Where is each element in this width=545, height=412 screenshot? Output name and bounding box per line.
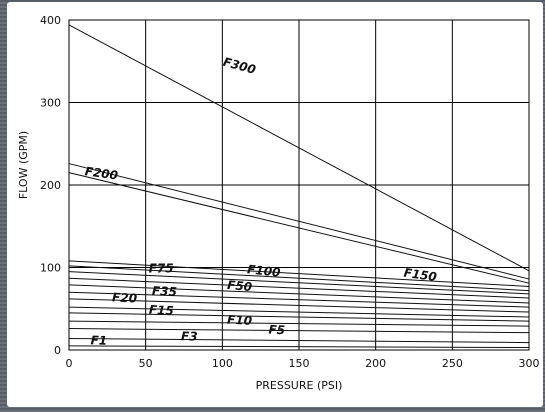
series-line-f100 [68,271,530,295]
series-label-f1: F1 [90,333,107,348]
grid [68,19,530,351]
series-label-f200: F200 [84,164,119,182]
series-line-f300 [68,24,530,272]
series-label-f5: F5 [268,323,285,338]
flow-pressure-chart: F300F200F150F100F75F50F35F20F15F10F5F3F1… [17,14,540,392]
x-tick-label: 200 [365,357,386,370]
series-line-f75 [68,277,530,299]
series-label-f150: F150 [403,266,438,284]
series-label-f3: F3 [181,329,198,344]
y-tick-label: 200 [40,179,61,192]
y-axis-title: FLOW (GPM) [17,131,30,199]
x-tick-label: 300 [519,357,540,370]
series-label-f15: F15 [149,303,175,318]
series-line-f1 [68,345,530,349]
x-tick-label: 100 [212,357,233,370]
series-lines [68,24,530,349]
series-line-f35 [68,291,530,308]
series-label-f35: F35 [152,284,178,299]
plot-border [68,19,530,351]
series-line-f3 [68,337,530,344]
series-line-f15 [68,312,530,322]
x-tick-label: 150 [289,357,310,370]
x-tick-label: 0 [66,357,73,370]
y-tick-labels: 0 100 200 300 400 [40,14,61,357]
y-tick-label: 100 [40,262,61,275]
series-line-f10 [68,320,530,327]
series-label-f20: F20 [112,290,138,305]
series-line-f200 [68,163,530,280]
x-tick-label: 50 [139,357,153,370]
series-labels: F300 F200 F150 F100 F75 F50 F35 F20 F15 F10 F5 F3 F1 [84,55,438,348]
x-axis-title: PRESSURE (PSI) [256,379,343,392]
series-line-f20 [68,306,530,318]
series-label-f300: F300 [222,55,258,77]
series-label-f75: F75 [149,261,174,275]
series-line-f5 [68,328,530,334]
series-label-f10: F10 [227,313,253,328]
y-tick-label: 0 [54,344,61,357]
y-tick-label: 300 [40,97,61,110]
chart-panel: F300 F200 F150 F100 F75 F50 F35 F20 F15 F10 F5 F3 F1… [7,2,543,407]
series-label-f50: F50 [227,278,253,294]
series-line-3 [68,260,530,287]
series-line-9 [68,298,530,313]
series-line-2 [68,172,530,284]
series-line-f50 [68,284,530,304]
y-tick-label: 400 [40,14,61,27]
x-tick-labels: 0 50 100 150 200 250 300 [66,357,540,370]
series-label-f100: F100 [247,262,282,279]
series-line-f150 [68,265,530,292]
x-tick-label: 250 [442,357,463,370]
